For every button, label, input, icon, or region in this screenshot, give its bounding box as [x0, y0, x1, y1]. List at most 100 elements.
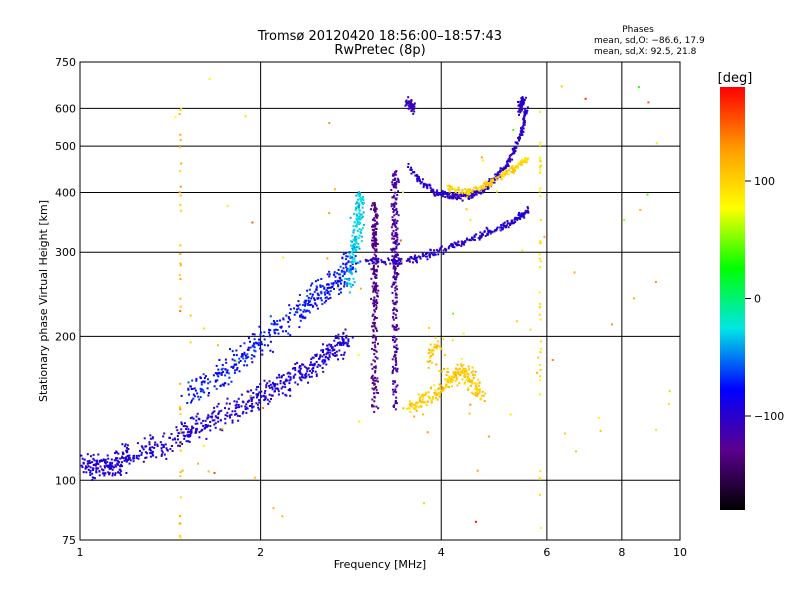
- data-point: [179, 413, 182, 416]
- data-point: [352, 257, 355, 260]
- data-point: [204, 426, 207, 429]
- data-point: [395, 275, 398, 278]
- data-point: [469, 190, 472, 193]
- data-point: [446, 194, 449, 197]
- data-point: [393, 186, 395, 189]
- data-point: [400, 262, 403, 265]
- data-point: [511, 171, 514, 174]
- data-point: [280, 376, 283, 379]
- data-point: [357, 243, 360, 245]
- data-point: [479, 192, 482, 194]
- data-point: [526, 206, 529, 209]
- data-point: [475, 193, 478, 196]
- data-point: [329, 351, 332, 354]
- data-point: [271, 350, 274, 353]
- data-point: [247, 346, 250, 349]
- data-point: [395, 344, 398, 347]
- data-point: [347, 261, 350, 264]
- data-point: [327, 351, 330, 354]
- data-point: [393, 194, 396, 197]
- data-point: [181, 469, 184, 472]
- data-point: [121, 443, 124, 446]
- data-point: [539, 368, 542, 371]
- data-point: [417, 393, 420, 396]
- data-point: [374, 349, 377, 352]
- data-point: [327, 349, 330, 352]
- data-point: [350, 266, 353, 269]
- data-point: [179, 310, 182, 312]
- data-point: [206, 416, 209, 419]
- data-point: [454, 191, 457, 194]
- data-point: [182, 431, 184, 434]
- data-point: [374, 346, 377, 349]
- data-point: [457, 371, 460, 374]
- data-point: [519, 137, 521, 139]
- data-point: [457, 186, 460, 189]
- data-point: [227, 383, 230, 386]
- data-point: [311, 293, 314, 296]
- data-point: [484, 234, 487, 237]
- data-point: [92, 453, 95, 456]
- data-point: [125, 458, 128, 461]
- data-point: [419, 182, 422, 185]
- data-point: [346, 344, 349, 347]
- data-point: [300, 315, 303, 318]
- data-point: [396, 227, 399, 230]
- data-point: [179, 536, 182, 539]
- data-point: [449, 378, 452, 381]
- data-point: [476, 189, 479, 192]
- data-point: [111, 465, 114, 468]
- data-point: [448, 375, 451, 378]
- data-point: [233, 363, 236, 366]
- data-point: [394, 278, 396, 281]
- data-point: [395, 256, 398, 258]
- data-point: [328, 343, 331, 346]
- data-point: [396, 309, 398, 312]
- data-point: [409, 411, 412, 413]
- data-point: [371, 382, 374, 384]
- data-point: [499, 226, 502, 229]
- data-point: [337, 268, 340, 271]
- data-point: [397, 327, 400, 330]
- data-point: [356, 214, 359, 217]
- data-point: [263, 379, 266, 382]
- data-point: [326, 273, 329, 276]
- data-point: [351, 284, 354, 286]
- data-point: [162, 444, 165, 447]
- data-point: [422, 396, 425, 399]
- data-point: [221, 429, 224, 432]
- data-point: [414, 254, 417, 257]
- data-point: [375, 299, 378, 301]
- data-point: [436, 189, 439, 192]
- data-point: [429, 343, 432, 346]
- data-point: [500, 178, 503, 181]
- data-point: [258, 408, 261, 411]
- data-point: [135, 454, 138, 457]
- data-point: [374, 250, 377, 253]
- data-point: [374, 371, 377, 374]
- data-point: [469, 239, 472, 242]
- data-point: [391, 208, 394, 210]
- data-point: [217, 344, 219, 347]
- data-point: [406, 101, 409, 104]
- data-point: [311, 356, 314, 359]
- data-point: [474, 520, 477, 523]
- data-point: [299, 314, 301, 317]
- data-point: [510, 222, 513, 225]
- data-point: [498, 174, 501, 177]
- data-point: [334, 275, 337, 278]
- data-point: [526, 106, 529, 109]
- data-point: [451, 244, 453, 247]
- data-point: [521, 249, 524, 252]
- data-point: [251, 406, 254, 409]
- data-point: [475, 233, 478, 236]
- data-point: [413, 105, 416, 108]
- data-point: [179, 185, 182, 188]
- data-point: [502, 225, 505, 228]
- data-point: [237, 419, 240, 422]
- data-point: [376, 214, 379, 217]
- data-point: [402, 191, 404, 194]
- data-point: [394, 201, 397, 204]
- data-point: [358, 228, 361, 230]
- data-point: [345, 258, 347, 261]
